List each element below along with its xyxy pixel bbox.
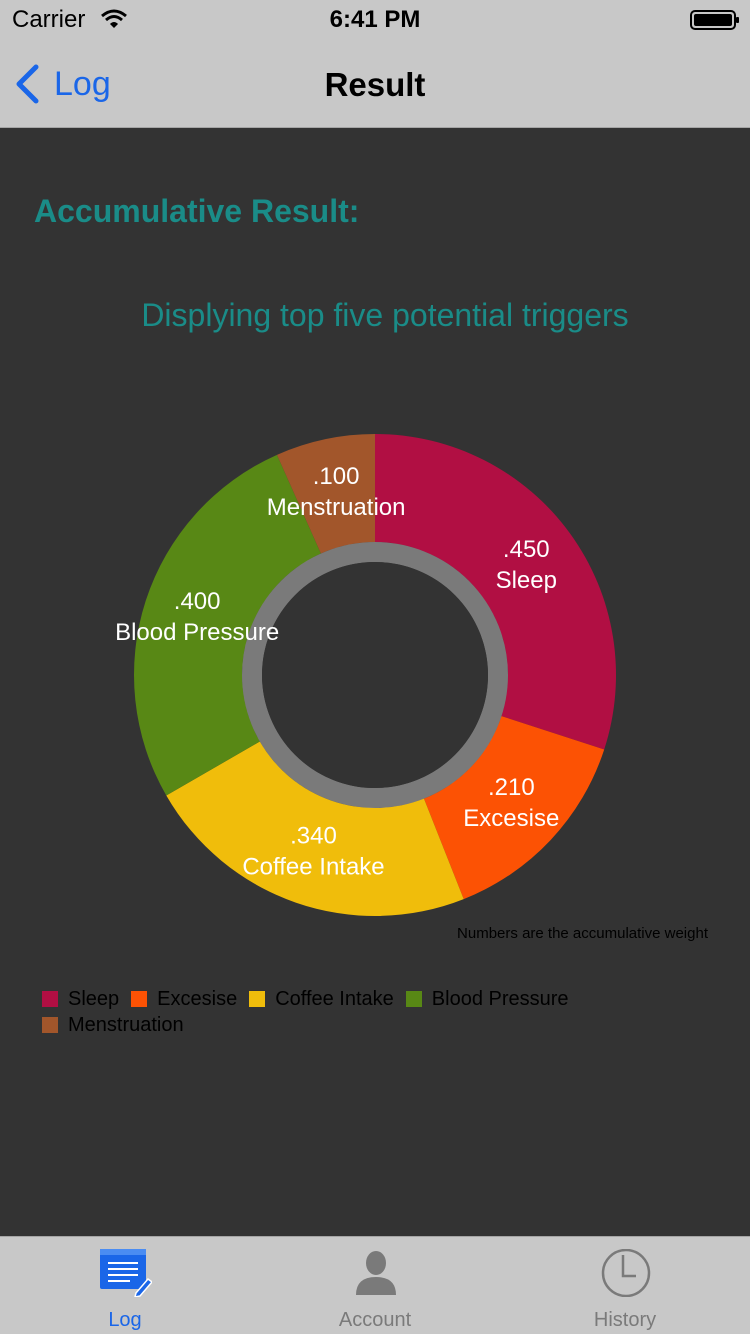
- legend-label: Blood Pressure: [431, 988, 569, 1010]
- donut-slice-sleep: [375, 434, 616, 750]
- slice-value-label: .100: [313, 463, 360, 490]
- slice-category-label: Blood Pressure: [115, 619, 279, 646]
- legend-swatch: [131, 991, 148, 1007]
- tab-log[interactable]: Log: [0, 1237, 250, 1334]
- history-icon: [601, 1249, 651, 1297]
- legend-label: Menstruation: [68, 1014, 184, 1036]
- result-content: Accumulative Result: Displying top five …: [0, 129, 750, 1236]
- legend-item: Coffee Intake: [249, 987, 394, 1011]
- tab-account-label: Account: [338, 1309, 412, 1331]
- donut-hole: [262, 562, 488, 788]
- legend-item: Sleep: [42, 987, 119, 1011]
- tab-bar: Log Account History: [0, 1236, 750, 1334]
- chevron-left-icon: [16, 64, 39, 104]
- legend-label: Excesise: [157, 988, 238, 1010]
- donut-slice-excesise: [423, 716, 605, 900]
- slice-value-label: .400: [174, 588, 221, 615]
- legend-swatch: [42, 1017, 58, 1033]
- legend-label: Coffee Intake: [275, 988, 394, 1010]
- slice-category-label: Sleep: [496, 567, 557, 594]
- donut-slice-menstruation: [276, 434, 375, 554]
- carrier-label: Carrier: [12, 6, 86, 33]
- legend-item: Menstruation: [42, 1013, 184, 1037]
- donut-slice-blood-pressure: [134, 454, 321, 796]
- donut-chart: .450 Sleep .210 Excesise .340 Coffee Intake .4…: [115, 434, 616, 916]
- legend-swatch: [405, 991, 422, 1007]
- back-button[interactable]: Log: [14, 62, 111, 106]
- battery-icon: [690, 10, 739, 30]
- legend-swatch: [249, 991, 266, 1007]
- slice-category-label: Menstruation: [267, 494, 406, 521]
- back-button-label: Log: [54, 64, 111, 103]
- chart-note: Numbers are the accumulative weight: [457, 925, 708, 942]
- account-icon: [356, 1251, 396, 1295]
- log-icon: [100, 1249, 152, 1297]
- status-time: 6:41 PM: [329, 6, 421, 33]
- donut-inner-ring: [242, 542, 508, 808]
- legend-item: Excesise: [131, 987, 237, 1011]
- slice-value-label: .210: [488, 774, 535, 801]
- wifi-icon: [101, 9, 127, 28]
- chart-legend: Sleep Excesise Coffee Intake Blood Pressure…: [42, 987, 682, 1039]
- page-title: Result: [324, 66, 426, 103]
- legend-label: Sleep: [68, 988, 120, 1010]
- donut-slice-coffee-intake: [166, 741, 464, 916]
- legend-swatch: [42, 991, 58, 1007]
- slice-value-label: .450: [503, 536, 550, 563]
- tab-history[interactable]: History: [500, 1237, 750, 1334]
- status-bar: Carrier 6:41 PM: [0, 0, 750, 40]
- section-title: Accumulative Result:: [34, 193, 360, 229]
- slice-category-label: Excesise: [463, 805, 559, 832]
- tab-history-label: History: [593, 1309, 657, 1331]
- legend-item: Blood Pressure: [405, 987, 569, 1011]
- tab-account[interactable]: Account: [250, 1237, 500, 1334]
- navigation-bar: Log Result: [0, 40, 750, 128]
- slice-category-label: Coffee Intake: [242, 854, 384, 881]
- tab-log-label: Log: [108, 1309, 142, 1331]
- slice-value-label: .340: [290, 823, 337, 850]
- chart-subtitle: Displying top five potential triggers: [141, 297, 629, 333]
